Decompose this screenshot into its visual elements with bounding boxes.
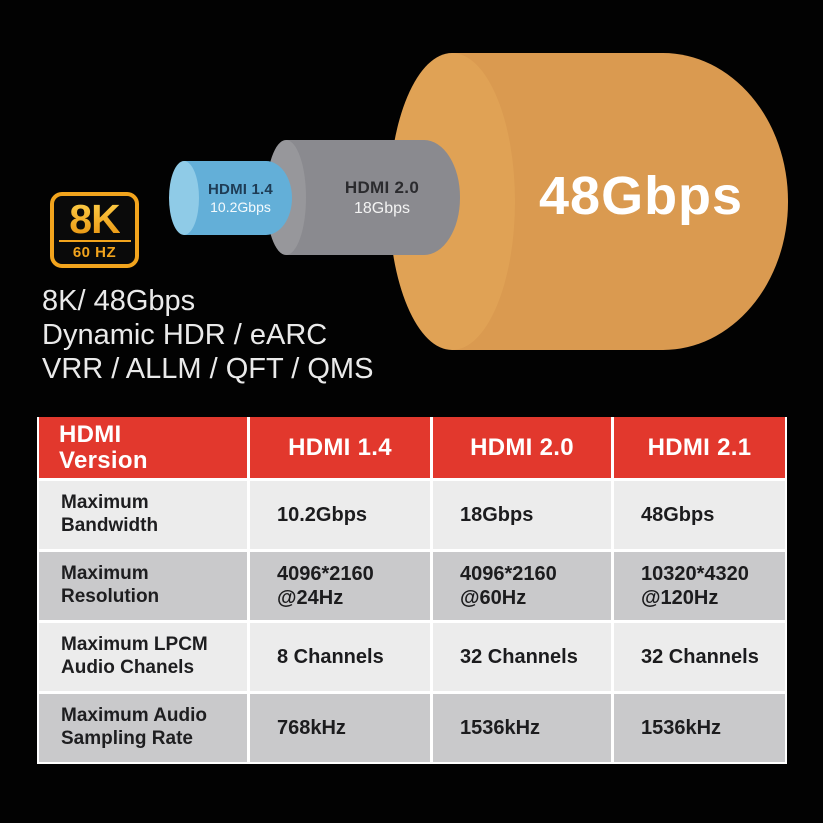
cylinder-cap xyxy=(169,161,199,235)
cylinder-body xyxy=(184,161,292,235)
value-resolution-hdmi-2-0: 4096*2160 @60Hz xyxy=(433,552,611,620)
value-bandwidth-hdmi-2-0: 18Gbps xyxy=(433,481,611,549)
feature-line-hdr-earc: Dynamic HDR / eARC xyxy=(42,319,328,351)
hdmi-2-0-title: HDMI 2.0 xyxy=(344,177,420,197)
row-label-maximum-audio-sampling-rate: Maximum Audio Sampling Rate xyxy=(39,694,247,762)
8k-60hz-badge: 8K 60 HZ xyxy=(50,192,139,268)
row-label-maximum-resolution: Maximum Resolution xyxy=(39,552,247,620)
value-audio-channels-hdmi-2-1: 32 Channels xyxy=(614,623,785,691)
value-sampling-rate-hdmi-1-4: 768kHz xyxy=(250,694,430,762)
feature-list: 8K/ 48Gbps Dynamic HDR / eARC VRR / ALLM… xyxy=(42,284,373,386)
hdmi-1-4-title: HDMI 1.4 xyxy=(208,181,273,198)
feature-line-bandwidth: 8K/ 48Gbps xyxy=(42,285,196,317)
hdmi-1-4-bandwidth: 10.2Gbps xyxy=(210,199,271,215)
hdmi-1-4-labels: HDMI 1.4 10.2Gbps xyxy=(191,161,290,235)
value-audio-channels-hdmi-2-0: 32 Channels xyxy=(433,623,611,691)
hdmi-2-0-cylinder: HDMI 2.0 18Gbps xyxy=(266,140,460,255)
value-sampling-rate-hdmi-2-1: 1536kHz xyxy=(614,694,785,762)
value-resolution-hdmi-1-4: 4096*2160 @24Hz xyxy=(250,552,430,620)
header-cell-hdmi-version: HDMI Version xyxy=(39,417,247,478)
row-label-maximum-bandwidth: Maximum Bandwidth xyxy=(39,481,247,549)
row-label-maximum-lpcm-audio-channels: Maximum LPCM Audio Chanels xyxy=(39,623,247,691)
header-cell-hdmi-2-0: HDMI 2.0 xyxy=(433,417,611,478)
header-cell-hdmi-1-4: HDMI 1.4 xyxy=(250,417,430,478)
hdmi-comparison-table: HDMI Version HDMI 1.4 HDMI 2.0 HDMI 2.1 … xyxy=(37,417,787,764)
hdmi-2-0-labels: HDMI 2.0 18Gbps xyxy=(310,140,454,255)
feature-line-vrr-allm: VRR / ALLM / QFT / QMS xyxy=(42,353,374,385)
badge-8k-text: 8K xyxy=(69,196,120,242)
value-bandwidth-hdmi-2-1: 48Gbps xyxy=(614,481,785,549)
value-audio-channels-hdmi-1-4: 8 Channels xyxy=(250,623,430,691)
hdmi-2-0-bandwidth: 18Gbps xyxy=(353,199,411,217)
hdmi-1-4-cylinder: HDMI 1.4 10.2Gbps xyxy=(169,161,292,235)
value-resolution-hdmi-2-1: 10320*4320 @120Hz xyxy=(614,552,785,620)
value-bandwidth-hdmi-1-4: 10.2Gbps xyxy=(250,481,430,549)
value-sampling-rate-hdmi-2-0: 1536kHz xyxy=(433,694,611,762)
badge-divider xyxy=(58,240,131,242)
cylinder-body xyxy=(286,140,460,255)
header-cell-hdmi-2-1: HDMI 2.1 xyxy=(614,417,785,478)
hdmi-2-1-bandwidth-label: 48Gbps xyxy=(539,166,744,226)
badge-60hz-text: 60 HZ xyxy=(72,244,117,261)
